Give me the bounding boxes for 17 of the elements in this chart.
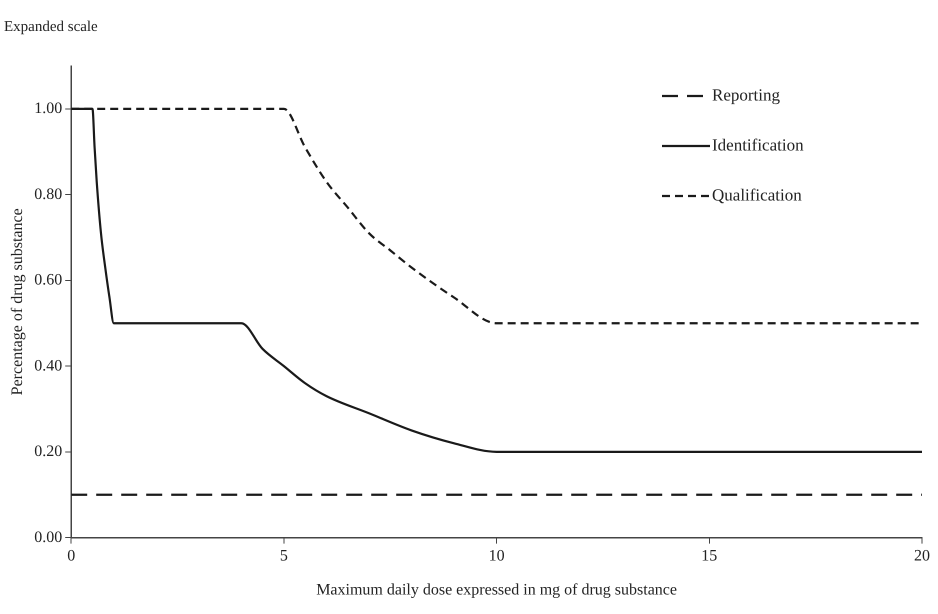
x-tick-label: 0 [67,547,76,564]
legend-label: Qualification [712,185,802,204]
y-tick-label: 0.00 [34,528,62,546]
x-axis-title: Maximum daily dose expressed in mg of drug substance [316,582,678,599]
y-tick-label: 0.40 [34,357,62,374]
y-tick-label: 0.60 [34,272,62,289]
legend-label: Reporting [712,85,780,104]
y-tick-label: 0.80 [34,186,62,203]
chart-title: Expanded scale [4,18,98,35]
y-tick-label: 1.00 [34,100,62,118]
x-tick-label: 15 [701,547,718,564]
y-axis-title: Percentage of drug substance [8,208,26,396]
x-tick-label: 20 [914,547,930,564]
legend-label: Identification [712,135,804,154]
y-tick-label: 0.20 [34,443,62,460]
x-tick-label: 10 [488,547,505,564]
x-tick-label: 5 [280,547,288,564]
